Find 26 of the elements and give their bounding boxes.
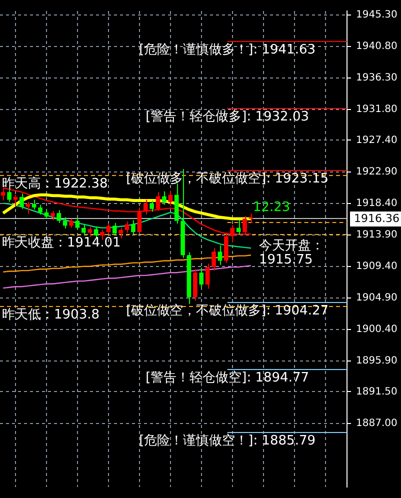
y-tick-label: 1940.80 — [356, 40, 398, 52]
y-tick-label: 1922.90 — [356, 166, 398, 178]
y-tick-label: 1895.90 — [356, 356, 398, 366]
ref-line-label: [警告！轻仓做空]: 1894.77 — [146, 370, 309, 386]
y-tick-label: 1913.90 — [356, 229, 398, 240]
ref-line-label: [警告！轻仓做多]: 1932.03 — [146, 109, 309, 124]
y-tick-label: 1936.30 — [356, 72, 398, 84]
y-tick-label: 1918.40 — [356, 198, 398, 209]
annotation: 12.23 — [252, 200, 290, 215]
ref-line-label: [危险！谨慎做多！]: 1941.63 — [139, 42, 316, 58]
y-tick-label: 1887.00 — [356, 418, 398, 429]
ref-line-label: 昨天高：1922.38 — [2, 175, 108, 192]
y-tick-label: 1900.40 — [356, 324, 398, 335]
y-tick-label: 1891.50 — [356, 386, 398, 398]
ref-line-label: 1916.36 — [354, 212, 400, 225]
ref-line-label: [破位做空，不破位做多]: 1904.27 — [126, 303, 328, 318]
ref-line-label: [破位做多，不破位做空]: 1923.15 — [126, 171, 328, 186]
y-tick-label: 1909.40 — [356, 260, 398, 272]
ref-line-label: 今天开盘：1915.75 — [258, 238, 324, 268]
y-tick-label: 1904.90 — [356, 292, 398, 304]
y-tick-label: 1927.40 — [356, 134, 398, 146]
ref-line-label: [危险！谨慎做空！]: 1885.79 — [139, 433, 316, 448]
y-tick-label: 1945.30 — [356, 9, 398, 20]
ref-line-label: 昨天收盘：1914.01 — [2, 235, 121, 250]
y-tick-label: 1931.80 — [356, 104, 398, 116]
ref-line-label: 昨天低：1903.8 — [2, 307, 100, 322]
